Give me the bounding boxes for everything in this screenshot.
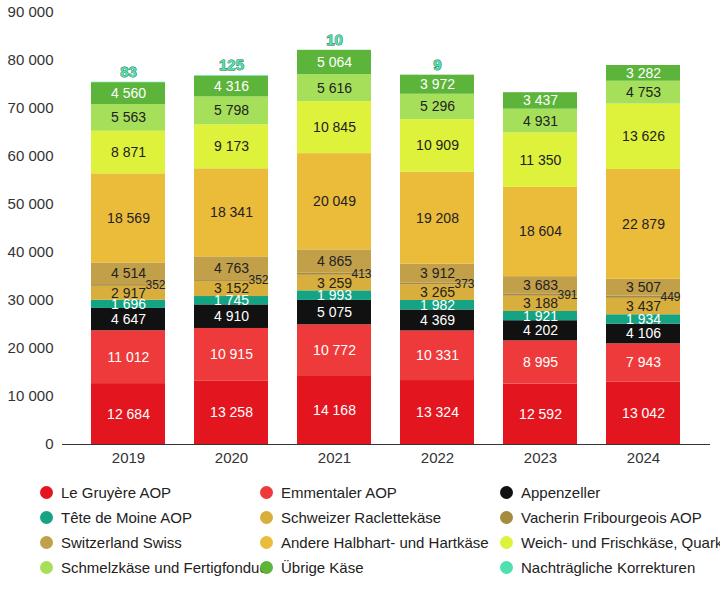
svg-text:9: 9 (433, 56, 441, 73)
svg-text:4 763: 4 763 (214, 260, 249, 276)
svg-text:18 604: 18 604 (519, 223, 562, 239)
svg-text:60 000: 60 000 (8, 147, 54, 164)
html-text:Switzerland Swiss: Switzerland Swiss (61, 534, 182, 551)
svg-text:9 173: 9 173 (214, 138, 249, 154)
html-text:Le Gruyère AOP: Le Gruyère AOP (61, 484, 172, 501)
svg-text:3 282: 3 282 (626, 65, 661, 81)
svg-text:83: 83 (120, 63, 137, 80)
svg-text:14 168: 14 168 (313, 402, 356, 418)
svg-text:4 316: 4 316 (214, 78, 249, 94)
svg-text:3 507: 3 507 (626, 279, 661, 295)
html-text:Appenzeller: Appenzeller (521, 484, 601, 501)
svg-text:13 042: 13 042 (622, 405, 665, 421)
svg-text:3 912: 3 912 (420, 265, 455, 281)
svg-text:18 569: 18 569 (107, 210, 150, 226)
svg-text:8 995: 8 995 (523, 354, 558, 370)
svg-text:90 000: 90 000 (8, 3, 54, 20)
svg-text:4 202: 4 202 (523, 322, 558, 338)
svg-text:10 909: 10 909 (416, 137, 459, 153)
svg-text:5 616: 5 616 (317, 80, 352, 96)
svg-text:2024: 2024 (627, 449, 660, 466)
svg-text:13 258: 13 258 (210, 404, 253, 420)
html-text:Emmentaler AOP: Emmentaler AOP (281, 484, 397, 501)
svg-text:30 000: 30 000 (8, 291, 54, 308)
svg-text:4 865: 4 865 (317, 253, 352, 269)
html-text:Andere Halbhart- und Hartkäse: Andere Halbhart- und Hartkäse (281, 534, 489, 551)
svg-text:80 000: 80 000 (8, 51, 54, 68)
svg-text:413: 413 (351, 267, 371, 281)
svg-text:13 626: 13 626 (622, 128, 665, 144)
svg-text:20 049: 20 049 (313, 193, 356, 209)
svg-text:4 560: 4 560 (111, 85, 146, 101)
svg-text:12 592: 12 592 (519, 406, 562, 422)
svg-text:1 982: 1 982 (420, 296, 455, 313)
svg-text:4 647: 4 647 (111, 311, 146, 327)
svg-text:1 696: 1 696 (111, 295, 146, 312)
html-text:Schmelzkäse und Fertigfondue: Schmelzkäse und Fertigfondue (61, 559, 268, 576)
svg-text:1 993: 1 993 (317, 287, 352, 304)
svg-text:5 296: 5 296 (420, 98, 455, 114)
svg-text:4 514: 4 514 (111, 265, 146, 281)
svg-text:2020: 2020 (215, 449, 248, 466)
svg-text:391: 391 (557, 288, 577, 302)
svg-text:373: 373 (454, 277, 474, 291)
svg-text:11 350: 11 350 (520, 152, 562, 168)
svg-text:0: 0 (45, 435, 53, 452)
svg-text:3 437: 3 437 (626, 298, 661, 314)
svg-text:10 845: 10 845 (313, 119, 356, 135)
html-text:Tête de Moine AOP: Tête de Moine AOP (61, 509, 192, 526)
svg-text:352: 352 (145, 278, 165, 292)
svg-text:4 106: 4 106 (626, 325, 661, 341)
svg-text:2021: 2021 (318, 449, 351, 466)
svg-text:50 000: 50 000 (8, 195, 54, 212)
svg-text:8 871: 8 871 (111, 144, 146, 160)
html-text:Schweizer Raclettekäse: Schweizer Raclettekäse (281, 509, 442, 526)
svg-text:10 331: 10 331 (416, 347, 459, 363)
svg-text:2 917: 2 917 (111, 285, 146, 301)
svg-text:10 000: 10 000 (8, 387, 54, 404)
svg-text:20 000: 20 000 (8, 339, 54, 356)
svg-text:2019: 2019 (112, 449, 145, 466)
svg-text:5 798: 5 798 (214, 102, 249, 118)
svg-text:2023: 2023 (524, 449, 557, 466)
html-text:Übrige Käse: Übrige Käse (281, 559, 364, 576)
svg-text:2022: 2022 (421, 449, 454, 466)
svg-text:19 208: 19 208 (416, 210, 459, 226)
svg-text:1 934: 1 934 (626, 310, 661, 327)
svg-text:3 683: 3 683 (523, 277, 558, 293)
svg-text:11 012: 11 012 (108, 349, 150, 365)
svg-text:13 324: 13 324 (416, 404, 459, 420)
svg-text:4 910: 4 910 (214, 308, 249, 324)
html-text:Nachträgliche Korrekturen: Nachträgliche Korrekturen (521, 559, 696, 576)
svg-text:1 745: 1 745 (214, 292, 249, 309)
svg-text:22 879: 22 879 (622, 216, 665, 232)
svg-text:3 265: 3 265 (420, 284, 455, 300)
svg-text:5 064: 5 064 (317, 54, 352, 70)
svg-text:3 259: 3 259 (317, 275, 352, 291)
svg-text:40 000: 40 000 (8, 243, 54, 260)
svg-text:4 369: 4 369 (420, 312, 455, 328)
svg-text:3 152: 3 152 (214, 280, 249, 296)
svg-text:4 753: 4 753 (626, 84, 661, 100)
svg-text:3 437: 3 437 (523, 92, 558, 108)
svg-text:5 563: 5 563 (111, 109, 146, 125)
svg-text:18 341: 18 341 (210, 204, 253, 220)
svg-text:1 921: 1 921 (523, 307, 558, 324)
svg-text:10: 10 (326, 31, 343, 48)
svg-text:352: 352 (248, 273, 268, 287)
svg-text:125: 125 (219, 56, 244, 73)
svg-text:4 931: 4 931 (523, 113, 558, 129)
svg-text:7 943: 7 943 (626, 354, 661, 370)
html-text:Vacherin Fribourgeois AOP: Vacherin Fribourgeois AOP (521, 509, 702, 526)
svg-text:449: 449 (660, 290, 680, 304)
svg-text:10 915: 10 915 (210, 346, 253, 362)
svg-text:70 000: 70 000 (8, 99, 54, 116)
svg-text:3 188: 3 188 (523, 295, 558, 311)
svg-text:10 772: 10 772 (313, 342, 356, 358)
svg-text:3 972: 3 972 (420, 76, 455, 92)
svg-text:5 075: 5 075 (317, 304, 352, 320)
svg-text:12 684: 12 684 (107, 406, 150, 422)
